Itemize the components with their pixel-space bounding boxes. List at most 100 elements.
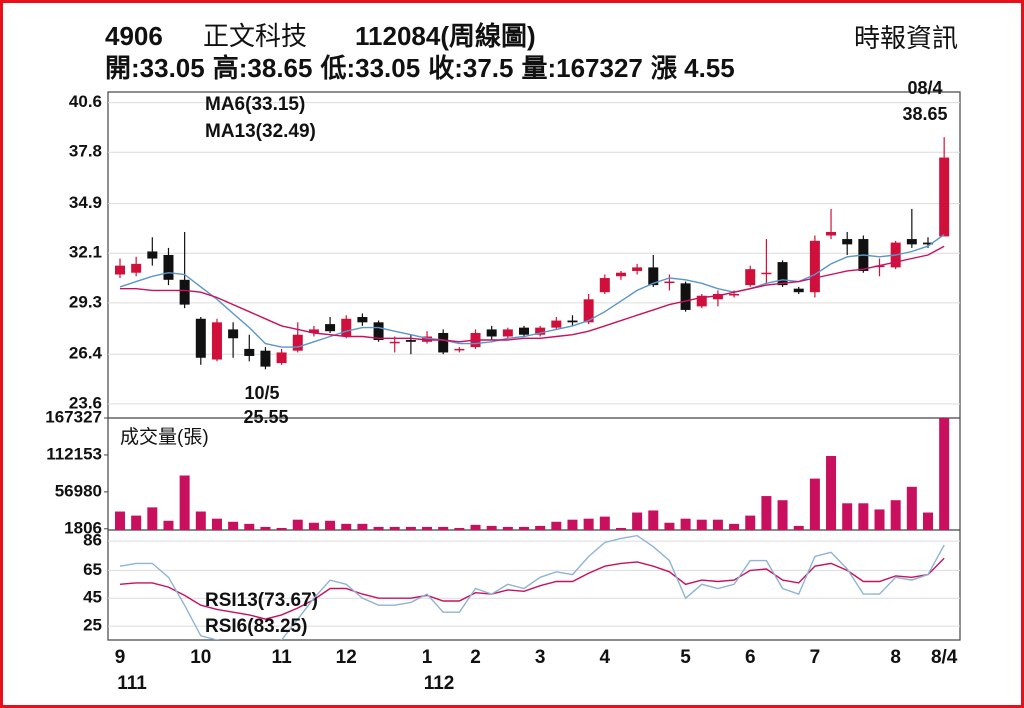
stock-code: 4906 — [105, 21, 163, 51]
volume-bar — [260, 526, 271, 530]
volume-bar — [567, 519, 578, 530]
candle-body — [131, 263, 142, 273]
x-tick-label: 4 — [600, 647, 611, 668]
candle-body — [357, 317, 368, 323]
candle-body — [486, 329, 497, 337]
candle-body — [292, 334, 303, 351]
candle-body — [211, 322, 222, 360]
y-tick-label: 23.6 — [69, 393, 102, 412]
volume-bar — [454, 527, 465, 530]
y-tick-label: 1806 — [64, 518, 102, 537]
candle-body — [389, 341, 400, 344]
y-tick-label: 25 — [83, 616, 102, 635]
y-tick-label: 32.1 — [69, 243, 102, 262]
annotation: 10/5 — [244, 383, 279, 403]
legend-entry: MA13(32.49) — [205, 121, 316, 142]
volume-bar — [551, 521, 562, 530]
y-tick-label: 29.3 — [69, 292, 102, 311]
candle-body — [422, 336, 433, 342]
volume-bar — [648, 510, 659, 530]
candle-body — [163, 255, 174, 280]
volume-bar — [276, 527, 287, 530]
candle-body — [341, 318, 352, 337]
candle-body — [308, 329, 319, 333]
ma-line — [119, 234, 945, 348]
y-tick-label: 112153 — [46, 444, 102, 463]
y-tick-label: 167327 — [45, 407, 102, 426]
company-name: 正文科技 — [203, 21, 307, 51]
candle-body — [842, 239, 853, 245]
volume-bar — [680, 518, 691, 530]
volume-bar — [131, 515, 142, 530]
candle-body — [664, 281, 675, 284]
volume-bar — [632, 512, 643, 530]
candle-body — [260, 350, 271, 367]
y-tick-label: 26.4 — [69, 344, 103, 363]
volume-bar — [696, 519, 707, 530]
volume-bar — [615, 527, 626, 530]
candle-body — [712, 293, 723, 300]
candle-body — [809, 240, 820, 293]
ma-line — [120, 245, 945, 343]
x-year-label: 112 — [424, 673, 455, 694]
x-tick-label: 1 — [422, 647, 433, 668]
x-tick-label: 11 — [272, 647, 293, 668]
x-tick-label: 12 — [336, 647, 357, 668]
volume-bar — [470, 524, 481, 530]
volume-bar — [373, 526, 384, 530]
candle-body — [276, 352, 287, 364]
volume-bar — [826, 455, 837, 530]
volume-bar — [195, 511, 206, 530]
candle-body — [438, 332, 449, 353]
volume-bar — [535, 525, 546, 530]
candle-body — [729, 293, 740, 296]
volume-bar — [745, 515, 756, 530]
rsi-line — [119, 534, 945, 640]
x-tick-label: 8/4 — [931, 647, 958, 668]
quote-item: 低:33.05 — [319, 53, 420, 83]
candle-body — [535, 327, 546, 335]
volume-bar — [163, 520, 174, 530]
volume-bar — [874, 509, 885, 530]
y-tick-label: 34.9 — [69, 193, 102, 212]
legend-entry: MA6(33.15) — [205, 94, 305, 115]
candle-body — [923, 242, 933, 245]
annotation: 38.65 — [902, 104, 947, 124]
volume-bar — [405, 526, 416, 530]
volume-bar — [906, 486, 917, 530]
volume-bar — [809, 478, 820, 530]
candle-body — [551, 320, 562, 328]
volume-bar — [502, 526, 513, 530]
volume-bar — [761, 496, 772, 530]
x-tick-label: 9 — [115, 647, 126, 668]
volume-bar — [308, 522, 319, 530]
x-tick-label: 8 — [890, 647, 901, 668]
y-tick-label: 56980 — [55, 481, 102, 500]
quote-line: 開:33.05 高:38.65 低:33.05 收:37.5 量:167327 漲 4.5… — [105, 53, 735, 83]
x-tick-label: 7 — [810, 647, 821, 668]
volume-bar — [890, 500, 901, 530]
candle-body — [244, 348, 255, 356]
candle-body — [696, 295, 707, 307]
y-tick-label: 86 — [83, 531, 102, 550]
candle-body — [648, 267, 659, 286]
candle-body — [583, 299, 594, 323]
candle-body — [228, 329, 239, 339]
legend-entry: RSI13(73.67) — [205, 590, 318, 611]
volume-bar — [664, 522, 675, 530]
volume-bar — [438, 526, 449, 530]
candle-body — [179, 279, 190, 305]
period-label: 112084(周線圖) — [355, 21, 536, 51]
legend-entry: RSI6(83.25) — [205, 616, 307, 637]
y-tick-label: 45 — [83, 588, 102, 607]
volume-bar — [842, 503, 853, 530]
candle-body — [599, 278, 610, 293]
candle-body — [405, 340, 416, 342]
y-tick-label: 40.6 — [69, 92, 102, 111]
candle-body — [519, 327, 529, 335]
volume-bar — [777, 500, 788, 530]
y-tick-label: 37.8 — [69, 142, 102, 161]
